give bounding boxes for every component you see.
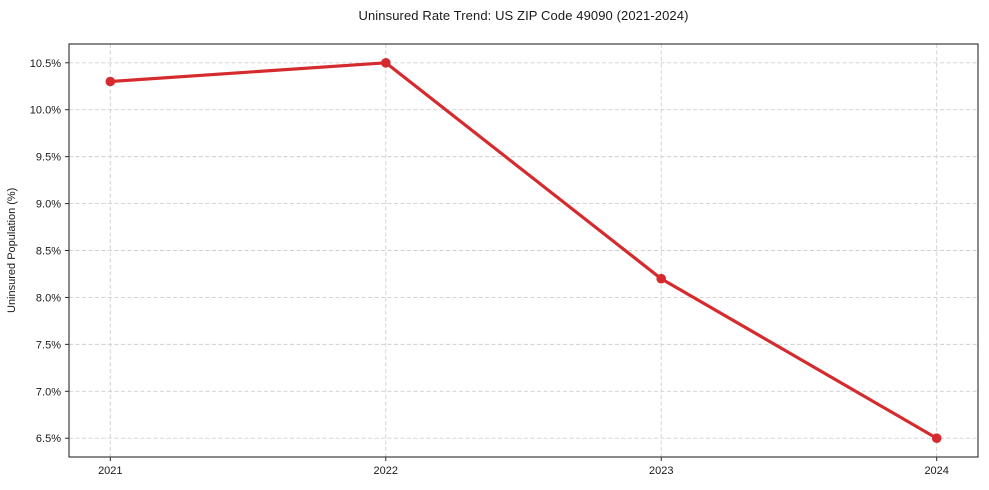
plot-border	[68, 43, 979, 458]
gridlines	[69, 44, 978, 457]
x-tick-label: 2022	[374, 465, 398, 477]
data-point-marker	[381, 58, 391, 68]
y-tick-label: 8.0%	[36, 292, 61, 304]
y-tick-label: 7.0%	[36, 386, 61, 398]
data-point-marker	[105, 76, 116, 87]
y-tick-label: 7.5%	[36, 339, 61, 351]
y-tick-label: 9.5%	[36, 152, 61, 164]
trend-line	[108, 61, 939, 440]
y-tick-label: 8.5%	[36, 246, 61, 258]
y-tick-label: 10.0%	[30, 105, 61, 117]
x-tick-label: 2024	[924, 465, 948, 477]
x-tick-label: 2021	[98, 465, 122, 477]
x-tick-label: 2023	[649, 465, 673, 477]
chart-title: Uninsured Rate Trend: US ZIP Code 49090 …	[358, 8, 689, 23]
data-point-marker	[656, 273, 666, 284]
y-tick-label: 10.5%	[30, 58, 61, 70]
y-tick-label: 6.5%	[36, 433, 61, 445]
data-point-marker	[931, 433, 942, 444]
axis-ticks: 2021 2022 2023 2024 6.5% 7.0% 7.5% 8.0% 8.5% 9.0%…	[30, 58, 949, 477]
y-tick-label: 9.0%	[36, 199, 61, 211]
